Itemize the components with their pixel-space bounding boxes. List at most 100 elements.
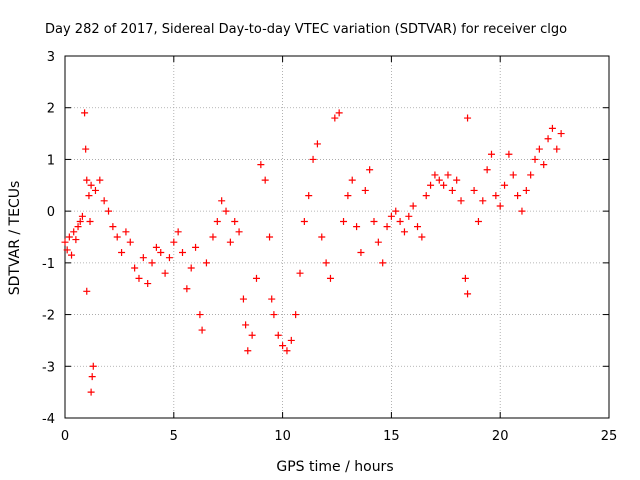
data-point xyxy=(435,176,443,184)
data-point xyxy=(96,176,104,184)
data-point xyxy=(464,290,472,298)
data-point xyxy=(544,135,552,143)
data-point xyxy=(91,186,99,194)
data-point xyxy=(383,223,391,231)
y-tick-label: 3 xyxy=(47,50,55,65)
data-point xyxy=(431,171,439,179)
y-axis-label: SDTVAR / TECUs xyxy=(7,181,23,296)
data-point xyxy=(335,109,343,117)
data-point xyxy=(89,362,97,370)
data-point xyxy=(70,228,78,236)
data-point xyxy=(198,326,206,334)
data-point xyxy=(239,295,247,303)
y-tick-label: -2 xyxy=(42,309,55,324)
data-point xyxy=(183,285,191,293)
data-point xyxy=(487,150,495,158)
data-point xyxy=(496,202,504,210)
data-point xyxy=(461,274,469,282)
data-point xyxy=(464,114,472,122)
data-point xyxy=(76,217,84,225)
data-point xyxy=(474,217,482,225)
y-tick-label: 1 xyxy=(47,153,55,168)
data-point xyxy=(222,207,230,215)
data-point xyxy=(122,228,130,236)
data-point xyxy=(113,233,121,241)
x-tick-label: 5 xyxy=(170,429,178,444)
data-point xyxy=(274,331,282,339)
x-axis-ticks: 0 5 10 15 20 25 xyxy=(61,56,617,444)
data-point xyxy=(270,311,278,319)
data-point xyxy=(457,197,465,205)
data-point xyxy=(501,181,509,189)
data-point xyxy=(396,217,404,225)
data-point xyxy=(83,176,91,184)
data-point xyxy=(292,311,300,319)
data-point xyxy=(187,264,195,272)
data-point xyxy=(85,192,93,200)
data-point xyxy=(470,186,478,194)
data-point xyxy=(266,233,274,241)
data-point xyxy=(531,155,539,163)
data-point xyxy=(283,347,291,355)
y-tick-label: -3 xyxy=(42,360,55,375)
data-point xyxy=(453,176,461,184)
data-point xyxy=(87,388,95,396)
data-point xyxy=(161,269,169,277)
y-tick-label: -4 xyxy=(42,412,55,427)
data-point xyxy=(444,171,452,179)
data-point xyxy=(344,192,352,200)
data-point xyxy=(105,207,113,215)
data-point xyxy=(152,243,160,251)
data-point xyxy=(553,145,561,153)
data-point xyxy=(418,233,426,241)
data-point xyxy=(296,269,304,277)
data-point xyxy=(340,217,348,225)
data-point xyxy=(68,251,76,259)
data-point xyxy=(213,217,221,225)
data-point xyxy=(492,192,500,200)
data-point xyxy=(309,155,317,163)
data-point xyxy=(514,192,522,200)
data-point xyxy=(135,274,143,282)
x-axis-label: GPS time / hours xyxy=(276,459,393,475)
data-point xyxy=(422,192,430,200)
data-point xyxy=(63,246,71,254)
data-point xyxy=(235,228,243,236)
data-point xyxy=(157,249,165,257)
data-point xyxy=(72,236,80,244)
data-point xyxy=(74,223,82,231)
data-point xyxy=(61,238,69,246)
data-point xyxy=(548,124,556,132)
data-point xyxy=(100,197,108,205)
data-point xyxy=(370,217,378,225)
data-point xyxy=(479,197,487,205)
x-tick-label: 0 xyxy=(61,429,69,444)
chart-title: Day 282 of 2017, Sidereal Day-to-day VTE… xyxy=(45,22,567,37)
data-point xyxy=(109,223,117,231)
data-point xyxy=(139,254,147,262)
data-point xyxy=(261,176,269,184)
data-point xyxy=(118,249,126,257)
data-point xyxy=(279,342,287,350)
data-point xyxy=(252,274,260,282)
data-point xyxy=(78,212,86,220)
data-point xyxy=(522,186,530,194)
data-point xyxy=(366,166,374,174)
y-axis-ticks: -4 -3 -2 -1 0 1 2 3 xyxy=(42,50,609,427)
data-point xyxy=(209,233,217,241)
y-tick-label: 2 xyxy=(47,102,55,117)
data-point xyxy=(242,321,250,329)
grid xyxy=(65,56,609,418)
data-point xyxy=(226,238,234,246)
data-point xyxy=(318,233,326,241)
data-point xyxy=(440,181,448,189)
x-tick-label: 10 xyxy=(274,429,291,444)
data-point xyxy=(126,238,134,246)
data-point xyxy=(518,207,526,215)
data-point xyxy=(268,295,276,303)
data-point xyxy=(509,171,517,179)
x-tick-label: 25 xyxy=(601,429,618,444)
data-point xyxy=(88,373,96,381)
data-point xyxy=(65,233,73,241)
